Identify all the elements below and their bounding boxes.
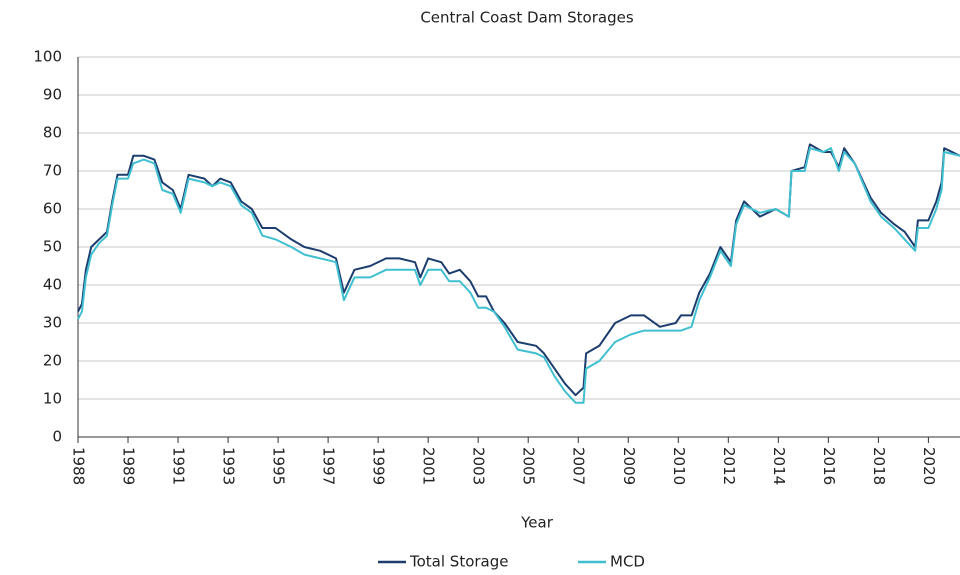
x-tick-label: 2020 (920, 447, 938, 485)
y-tick-label: 30 (43, 314, 62, 332)
y-tick-label: 0 (52, 428, 62, 446)
x-tick-label: 2001 (420, 447, 438, 485)
x-tick-label: 2018 (870, 447, 888, 485)
x-tick-label: 1999 (370, 447, 388, 485)
y-tick-label: 50 (43, 238, 62, 256)
x-tick-label: 2003 (470, 447, 488, 485)
y-tick-label: 80 (43, 124, 62, 142)
x-tick-label: 2014 (770, 447, 788, 485)
y-tick-label: 10 (43, 390, 62, 408)
x-tick-label: 2007 (570, 447, 588, 485)
series-line (77, 143, 960, 397)
y-tick-label: 70 (43, 162, 62, 180)
x-tick-label: 1993 (220, 447, 238, 485)
x-tick-label: 2009 (620, 447, 638, 485)
legend-label: MCD (610, 553, 645, 571)
x-tick-label: 2005 (520, 447, 538, 485)
y-tick-label: 90 (43, 86, 62, 104)
x-axis-label: Year (520, 514, 554, 532)
x-tick-label: 1988 (70, 447, 88, 485)
x-tick-label: 1991 (170, 447, 188, 485)
x-tick-label: 2016 (820, 447, 838, 485)
chart-title: Central Coast Dam Storages (420, 9, 634, 27)
x-tick-label: 1995 (270, 447, 288, 485)
x-tick-label: 1997 (320, 447, 338, 485)
legend-label: Total Storage (409, 553, 509, 571)
series-line (77, 147, 960, 404)
y-tick-label: 40 (43, 276, 62, 294)
y-tick-label: 20 (43, 352, 62, 370)
x-tick-label: 1989 (120, 447, 138, 485)
y-tick-label: 100 (33, 48, 62, 66)
y-tick-label: 60 (43, 200, 62, 218)
x-tick-label: 2012 (720, 447, 738, 485)
x-tick-label: 2010 (670, 447, 688, 485)
